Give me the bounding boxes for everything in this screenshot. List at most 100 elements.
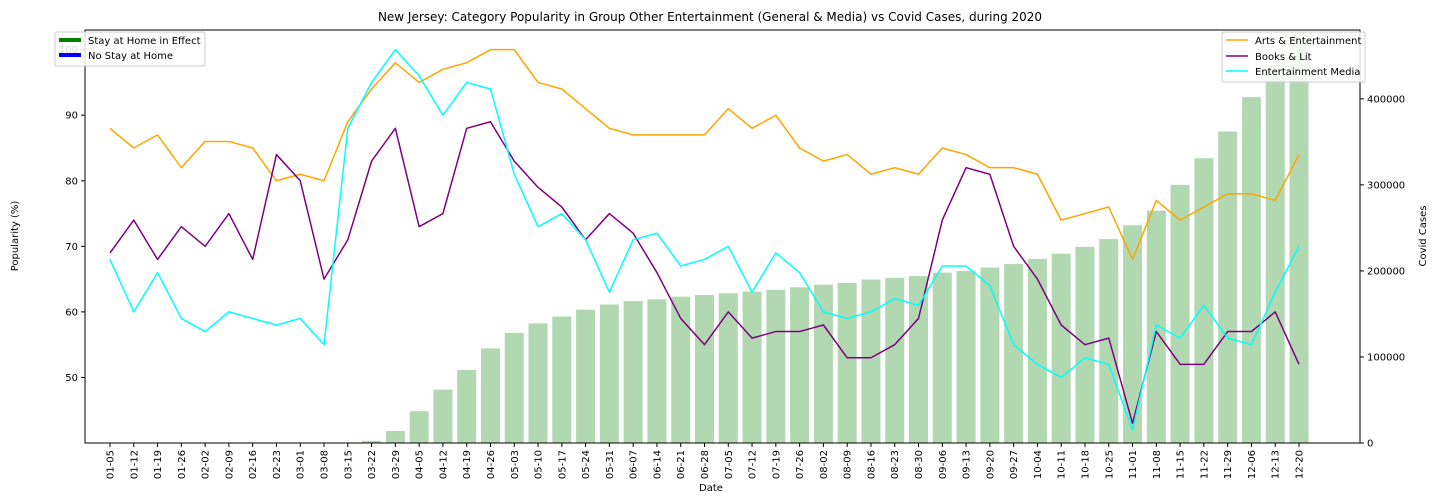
covid-bars-layer: [362, 34, 1309, 444]
x-tick-label-08-30: 08-30: [914, 450, 925, 479]
y-tick-label-80: 80: [65, 176, 78, 187]
legend-label-stay-home: Stay at Home in Effect: [88, 36, 201, 47]
y-tick-label-90: 90: [65, 111, 78, 122]
covid-bar-09-06: [932, 272, 952, 443]
covid-bar-08-30: [909, 276, 929, 443]
x-tick-label-01-19: 01-19: [153, 450, 164, 479]
x-tick-label-02-16: 02-16: [248, 450, 259, 479]
x-tick-label-08-16: 08-16: [866, 450, 877, 479]
covid-bar-08-16: [861, 279, 881, 443]
legend-label-books: Books & Lit: [1255, 52, 1312, 63]
x-tick-label-03-08: 03-08: [320, 450, 331, 479]
x-tick-label-10-25: 10-25: [1104, 450, 1115, 479]
legend-label-no-stay-home: No Stay at Home: [88, 51, 173, 62]
covid-bar-11-15: [1170, 184, 1190, 444]
x-tick-label-06-07: 06-07: [629, 450, 640, 479]
y2-tick-label-100000: 100000: [1367, 352, 1405, 363]
y-tick-label-60: 60: [65, 307, 78, 318]
x-tick-label-07-26: 07-26: [795, 450, 806, 479]
covid-bar-11-01: [1123, 225, 1143, 443]
x-tick-label-08-23: 08-23: [890, 450, 901, 479]
x-tick-label-03-15: 03-15: [343, 450, 354, 479]
covid-bar-05-31: [599, 304, 619, 443]
x-tick-label-10-04: 10-04: [1033, 450, 1044, 479]
x-tick-label-11-01: 11-01: [1128, 450, 1139, 479]
covid-bar-05-24: [576, 309, 596, 443]
x-tick-label-02-23: 02-23: [272, 450, 283, 479]
x-tick-label-11-08: 11-08: [1152, 450, 1163, 479]
covid-bar-04-26: [480, 348, 500, 443]
x-tick-label-08-09: 08-09: [843, 450, 854, 479]
covid-bar-08-02: [813, 284, 833, 443]
series-line-arts-entertainment: [109, 48, 1300, 261]
legend-label-arts: Arts & Entertainment: [1255, 36, 1361, 47]
y2-tick-label-400000: 400000: [1367, 94, 1405, 105]
x-tick-label-04-19: 04-19: [462, 450, 473, 479]
covid-bar-05-10: [528, 323, 548, 443]
x-tick-label-04-26: 04-26: [486, 450, 497, 479]
x-tick-label-10-18: 10-18: [1080, 450, 1091, 479]
covid-bar-10-25: [1099, 239, 1119, 443]
x-tick-label-12-06: 12-06: [1247, 450, 1258, 479]
y-axis-title: Popularity (%): [10, 201, 21, 272]
covid-bar-09-20: [980, 267, 1000, 443]
x-tick-label-01-12: 01-12: [129, 450, 140, 479]
covid-bar-07-12: [742, 291, 762, 443]
covid-bar-09-27: [1004, 264, 1024, 443]
x-tick-label-03-01: 03-01: [296, 450, 307, 479]
x-tick-label-06-28: 06-28: [700, 450, 711, 479]
x-tick-label-02-09: 02-09: [224, 450, 235, 479]
covid-bar-06-14: [647, 299, 667, 443]
x-tick-label-09-20: 09-20: [985, 450, 996, 479]
x-tick-label-09-06: 09-06: [938, 450, 949, 479]
covid-bar-06-07: [623, 301, 643, 443]
x-tick-label-05-10: 05-10: [534, 450, 545, 479]
covid-bar-05-03: [504, 332, 524, 443]
covid-bar-10-11: [1051, 253, 1071, 443]
x-axis-title: Date: [699, 483, 723, 494]
x-tick-label-12-13: 12-13: [1271, 450, 1282, 479]
y2-axis-title: Covid Cases: [1418, 205, 1429, 266]
covid-bar-12-13: [1265, 64, 1285, 444]
series-line-books-lit: [109, 121, 1300, 425]
x-tick-label-12-20: 12-20: [1295, 450, 1306, 479]
popularity-lines-layer: [109, 48, 1300, 431]
x-tick-label-07-19: 07-19: [771, 450, 782, 479]
x-tick-label-11-15: 11-15: [1176, 450, 1187, 479]
x-tick-label-03-29: 03-29: [391, 450, 402, 479]
covid-bar-03-29: [385, 430, 405, 443]
covid-bar-12-06: [1241, 97, 1261, 444]
covid-bar-05-17: [552, 316, 572, 443]
plot-frame: [84, 29, 1361, 444]
x-tick-label-05-24: 05-24: [581, 450, 592, 479]
x-tick-label-01-05: 01-05: [106, 450, 117, 479]
x-tick-label-02-02: 02-02: [201, 450, 212, 479]
covid-bar-03-22: [362, 440, 382, 443]
x-tick-label-11-29: 11-29: [1223, 450, 1234, 479]
covid-bar-07-05: [718, 293, 738, 443]
x-tick-label-04-12: 04-12: [438, 450, 449, 479]
legend-label-media: Entertainment Media: [1255, 67, 1360, 78]
covid-bar-04-12: [433, 389, 453, 443]
x-tick-label-03-22: 03-22: [367, 450, 378, 479]
covid-bar-06-21: [671, 296, 691, 443]
x-tick-label-11-22: 11-22: [1199, 450, 1210, 479]
covid-bar-07-26: [790, 287, 810, 443]
x-tick-label-04-05: 04-05: [415, 450, 426, 479]
x-tick-label-09-27: 09-27: [1009, 450, 1020, 479]
covid-bar-11-29: [1218, 131, 1238, 443]
covid-bar-08-23: [885, 277, 905, 443]
legend-right: Arts & Entertainment Books & Lit Enterta…: [1221, 31, 1366, 83]
axes-layer: 01-05 01-12 01-19 01-26 02-02 02-09 02-16 02-23…: [59, 45, 1405, 479]
legend-right-box: [1221, 31, 1366, 83]
x-tick-label-08-02: 08-02: [819, 450, 830, 479]
covid-bar-06-28: [694, 295, 715, 443]
y-tick-label-50: 50: [65, 373, 78, 384]
y2-tick-label-200000: 200000: [1367, 266, 1405, 277]
series-line-entertainment-media: [109, 48, 1300, 431]
x-tick-label-09-13: 09-13: [962, 450, 973, 479]
covid-bar-07-19: [766, 289, 786, 443]
x-tick-label-06-21: 06-21: [676, 450, 687, 479]
covid-bar-12-20: [1289, 34, 1309, 444]
